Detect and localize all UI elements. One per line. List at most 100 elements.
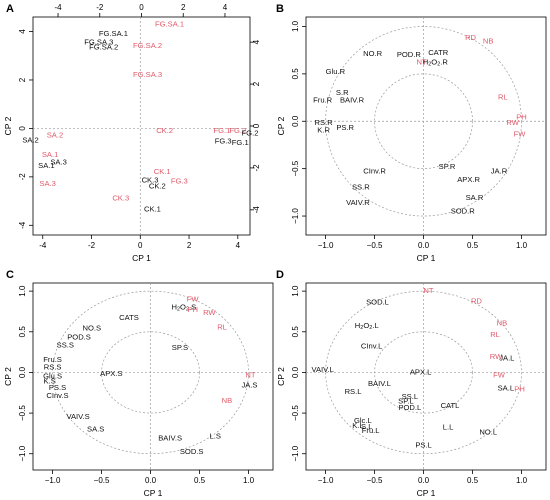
panel-c: C −1.0 −0.5 0.0 0.5 1.0 −1.0 −0.5 0.0 0.5 1.0 CP 1 C… [3, 269, 274, 498]
point-label: PH [516, 112, 527, 121]
y-tick-label: −0.5 [291, 160, 300, 176]
point-label: SS.S [57, 341, 74, 350]
point-label: NB [483, 37, 494, 46]
top-tick-label: 0 [139, 3, 144, 12]
x-tick-label: 1.0 [243, 476, 255, 485]
point-label: BAIV.S [158, 433, 182, 442]
point-label: PS.S [49, 383, 66, 392]
point-label: APX.L [410, 367, 432, 376]
right-tick-label: 0 [252, 123, 261, 128]
x-tick-label: 1.0 [516, 241, 528, 250]
y-tick-label: -4 [18, 221, 27, 229]
point-label: NB [222, 396, 233, 405]
right-tick-label: 2 [252, 81, 261, 86]
top-tick-label: 4 [223, 3, 228, 12]
point-label: L.L [443, 423, 454, 432]
point-label: CATR [428, 48, 449, 57]
point-label: CATS [119, 313, 139, 322]
point-label: VAIV.R [346, 198, 370, 207]
x-axis-label: CP 1 [132, 253, 151, 263]
point-label: Glu.R [326, 67, 346, 76]
point-label: Glc.L [354, 416, 372, 425]
point-label: CATL [441, 401, 460, 410]
point-label: CInv.R [363, 166, 386, 175]
point-label: POD.S [67, 332, 91, 341]
y-tick-label: -2 [18, 173, 27, 181]
right-tick-label: -4 [252, 206, 261, 214]
y-tick-label: −1.0 [291, 445, 300, 461]
point-label: SA.2 [47, 131, 63, 140]
point-label: RS.L [345, 387, 362, 396]
correlation-circle [52, 290, 249, 455]
point-label: JA.L [499, 354, 514, 363]
plot-frame [305, 16, 547, 236]
point-label: PH [187, 305, 198, 314]
top-tick-label: -2 [96, 3, 104, 12]
point-label: SOD.S [180, 447, 204, 456]
x-tick-label: −0.5 [367, 241, 383, 250]
point-label: K.L [352, 421, 363, 430]
point-label: FG.3 [171, 177, 188, 186]
top-tick-label: 2 [181, 3, 186, 12]
plot-frame [32, 282, 274, 471]
x-tick-label: −1.0 [45, 476, 61, 485]
point-label: NB [497, 319, 508, 328]
point-label: BAIV.L [368, 379, 391, 388]
point-label: CInv.S [46, 391, 68, 400]
point-label: S.R [336, 88, 349, 97]
point-label: NT [417, 57, 427, 66]
x-tick-label: 0.0 [418, 476, 430, 485]
y-tick-label: 0.0 [18, 366, 27, 378]
point-label: FG.SA.2 [133, 41, 162, 50]
y-tick-label: 0.5 [291, 326, 300, 338]
point-label: Fru.L [362, 426, 380, 435]
y-axis-label: CP 2 [3, 367, 13, 386]
point-label: SP.L [398, 397, 413, 406]
point-label: CInv.L [361, 341, 382, 350]
point-label: RL [217, 323, 227, 332]
point-label: K.R [317, 126, 330, 135]
x-tick-label: 0.5 [194, 476, 206, 485]
point-label: CK.1 [144, 205, 161, 214]
y-tick-label: 1.0 [291, 285, 300, 297]
plot-area [306, 17, 546, 235]
x-axis-label: CP 1 [417, 488, 436, 498]
point-label: FW [187, 294, 200, 303]
point-label: FG.SA.2 [89, 42, 118, 51]
point-label: Fru.S [43, 355, 62, 364]
panel-letter: B [276, 3, 284, 15]
point-label: RW [506, 118, 519, 127]
point-label: RS.R [315, 118, 334, 127]
point-label: SS.R [352, 183, 370, 192]
x-axis-label: CP 1 [417, 253, 436, 263]
y-tick-label: −0.5 [18, 405, 27, 421]
point-label: POD.L [398, 403, 421, 412]
point-label: JA.S [241, 380, 257, 389]
x-axis-label: CP 1 [144, 488, 163, 498]
y-tick-label: 4 [18, 29, 27, 34]
panel-b: B −1.0 −0.5 0.0 0.5 1.0 −1.0 −0.5 0.0 0.5 1.0 CP 1 C… [276, 3, 547, 263]
point-label: RS.S [44, 363, 62, 372]
point-label: APX.S [100, 369, 122, 378]
point-label: FW [514, 130, 527, 139]
right-tick-label: 4 [252, 39, 261, 44]
y-tick-label: 0 [18, 126, 27, 131]
point-label: FG.SA.1 [99, 29, 128, 38]
point-label: FG.SA.1 [155, 19, 184, 28]
point-label: SA.3 [39, 179, 55, 188]
point-label: FG.SA.3 [133, 70, 162, 79]
point-label: SOD.L [366, 298, 389, 307]
point-label: POD.R [397, 50, 422, 59]
point-label: JA.R [491, 166, 508, 175]
plot-area [33, 17, 250, 235]
correlation-circle [325, 290, 522, 455]
point-label: NT [245, 371, 255, 380]
point-label: VAIV.L [311, 365, 333, 374]
point-label: H2O2.L [355, 321, 379, 331]
x-tick-label: -4 [39, 241, 47, 250]
x-tick-label: 0 [138, 241, 143, 250]
y-tick-label: 0.5 [291, 68, 300, 80]
point-label: NO.R [363, 49, 383, 58]
plot-frame [305, 282, 547, 471]
x-tick-label: -2 [88, 241, 96, 250]
